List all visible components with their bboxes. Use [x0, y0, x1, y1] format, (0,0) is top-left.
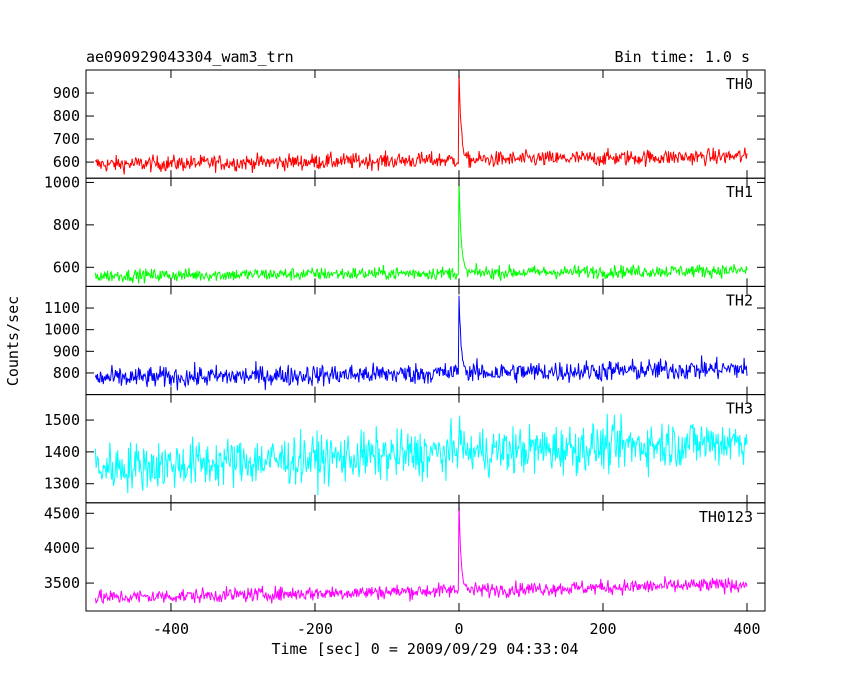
- panels-group: 600 700 800 900 TH0 600 800 1000 TH1 800 900 1000 11…: [44, 69, 766, 638]
- panel-frame: [85, 502, 766, 612]
- panel-name-label: TH3: [726, 400, 753, 418]
- panel-name-label: TH0123: [699, 508, 753, 526]
- y-tick-label: 1000: [44, 321, 80, 339]
- y-tick-label: 1100: [44, 299, 80, 317]
- x-tick-label: 400: [733, 620, 760, 638]
- panel-name-label: TH0: [726, 75, 753, 93]
- y-tick-label: 4500: [44, 504, 80, 522]
- x-tick-label: 0: [454, 620, 463, 638]
- panel-th0: 600 700 800 900 TH0: [53, 69, 766, 179]
- panel-name-label: TH2: [726, 291, 753, 309]
- bin-time-label: Bin time: 1.0 s: [615, 48, 750, 66]
- y-tick-label: 800: [53, 216, 80, 234]
- chart-title: ae090929043304_wam3_trn: [86, 48, 294, 66]
- y-tick-label: 1000: [44, 173, 80, 191]
- y-axis-label: Counts/sec: [4, 296, 22, 386]
- y-tick-label: 900: [53, 84, 80, 102]
- series-line-th0123: [94, 502, 748, 605]
- panel-frame: [85, 394, 766, 504]
- y-tick-label: 600: [53, 258, 80, 276]
- panel-name-label: TH1: [726, 183, 753, 201]
- panel-th0123: 3500 4000 4500 TH0123: [44, 502, 766, 612]
- series-line-th0: [94, 71, 748, 175]
- y-tick-label: 1300: [44, 475, 80, 493]
- x-tick-label: -200: [297, 620, 333, 638]
- y-tick-label: 900: [53, 342, 80, 360]
- x-axis-label: Time [sec] 0 = 2009/09/29 04:33:04: [271, 640, 578, 658]
- series-line-th1: [94, 179, 748, 284]
- y-tick-label: 700: [53, 130, 80, 148]
- x-tick-label: -400: [153, 620, 189, 638]
- panel-th3: 1300 1400 1500 TH3: [44, 394, 766, 504]
- panel-frame: [85, 177, 766, 287]
- y-tick-label: 800: [53, 364, 80, 382]
- series-line-th2: [94, 295, 748, 391]
- y-tick-label: 600: [53, 153, 80, 171]
- y-tick-label: 800: [53, 107, 80, 125]
- panel-th2: 800 900 1000 1100 TH2: [44, 285, 766, 396]
- series-line-th3: [94, 413, 748, 496]
- y-tick-label: 4000: [44, 539, 80, 557]
- x-tick-label: 200: [589, 620, 616, 638]
- panel-th1: 600 800 1000 TH1: [44, 173, 766, 287]
- y-tick-label: 3500: [44, 574, 80, 592]
- y-tick-label: 1400: [44, 443, 80, 461]
- y-tick-label: 1500: [44, 411, 80, 429]
